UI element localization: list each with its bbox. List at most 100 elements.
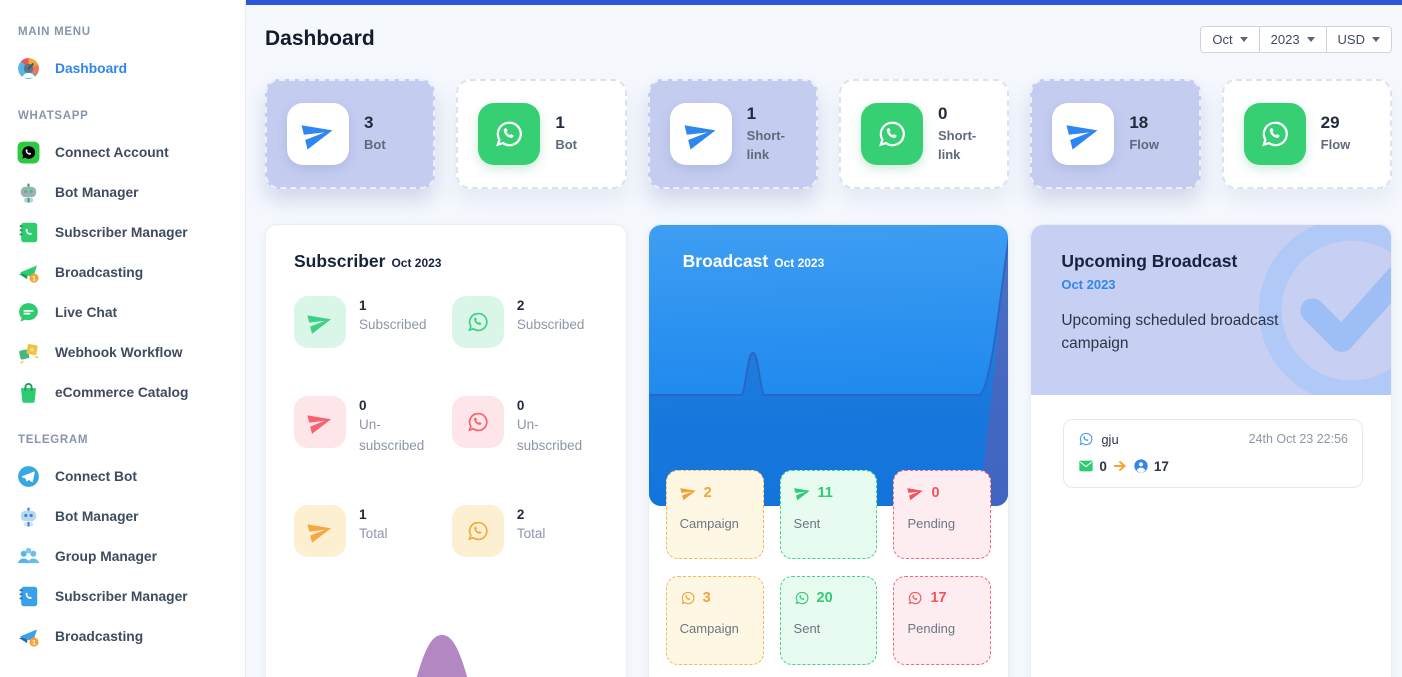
user-circle-icon xyxy=(1133,458,1149,474)
whatsapp-icon xyxy=(451,504,504,557)
subscriber-stat-label: Subscribed xyxy=(516,317,585,332)
stat-label: Flow xyxy=(1320,137,1351,153)
sidebar-item-telegram-connect-bot[interactable]: Connect Bot xyxy=(14,456,245,496)
stat-value: 18 xyxy=(1129,113,1149,133)
sidebar-item-label: Dashboard xyxy=(55,60,128,76)
broadcast-chip-label: Pending xyxy=(907,621,956,636)
telegram-plane-icon xyxy=(294,296,346,348)
sidebar-section-label-telegram: TELEGRAM xyxy=(18,434,89,446)
contacts-blue-icon xyxy=(16,584,41,609)
broadcast-panel-title: Broadcast xyxy=(682,251,769,271)
whatsapp-icon xyxy=(1243,103,1306,165)
stat-card-whatsapp-short-link: 0 Short-link xyxy=(838,79,1010,189)
stat-label: Short-link xyxy=(746,127,785,163)
sidebar-item-whatsapp-webhook-workflow[interactable]: Webhook Workflow xyxy=(14,332,245,372)
sidebar-item-whatsapp-live-chat[interactable]: Live Chat xyxy=(14,292,245,332)
gauge-icon xyxy=(16,56,41,81)
chevron-down-icon xyxy=(1239,36,1248,42)
broadcast-chip-telegram-sent: 11 Sent xyxy=(779,470,878,559)
telegram-plane-icon xyxy=(669,103,732,165)
upcoming-item-sent-count: 0 xyxy=(1099,458,1107,474)
stat-label: Short-link xyxy=(937,127,977,163)
subscriber-stat-telegram-total: 1 Total xyxy=(294,504,440,557)
top-accent-bar xyxy=(246,0,1402,5)
whatsapp-icon xyxy=(680,590,696,606)
sidebar-item-label: Connect Account xyxy=(55,144,169,160)
broadcast-panel-header: Broadcast Oct 2023 xyxy=(648,225,1009,506)
subscriber-stat-label: Subscribed xyxy=(359,317,427,332)
upcoming-item-audience-count: 17 xyxy=(1153,458,1169,474)
check-circle-icon xyxy=(1258,225,1391,395)
sidebar-item-whatsapp-connect-account[interactable]: Connect Account xyxy=(14,132,245,172)
whatsapp-icon xyxy=(478,103,541,165)
stat-cards-row: 3 Bot 1 Bot 1 Short-link 0 Short-link xyxy=(265,79,1392,189)
sidebar-item-label: Subscriber Manager xyxy=(55,224,188,240)
stat-value: 3 xyxy=(364,113,374,133)
puzzle-icon xyxy=(16,340,41,365)
sidebar-item-main-menu-dashboard[interactable]: Dashboard xyxy=(14,48,245,88)
upcoming-panel-period: Oct 2023 xyxy=(1061,277,1116,292)
whatsapp-icon xyxy=(1078,431,1094,447)
broadcast-blue-icon: 1 xyxy=(16,624,41,649)
page-title: Dashboard xyxy=(265,27,375,50)
sidebar-item-whatsapp-subscriber-manager[interactable]: Subscriber Manager xyxy=(14,212,245,252)
broadcast-chip-value: 17 xyxy=(930,590,947,606)
broadcast-chip-whatsapp-pending: 17 Pending xyxy=(893,576,992,665)
subscriber-stat-label: Un-subscribed xyxy=(516,417,583,453)
broadcast-chip-value: 3 xyxy=(702,590,711,606)
stat-card-telegram-short-link: 1 Short-link xyxy=(647,79,818,189)
broadcast-chip-telegram-pending: 0 Pending xyxy=(893,470,992,559)
sidebar-item-whatsapp-bot-manager[interactable]: Bot Manager xyxy=(14,172,245,212)
sidebar-item-label: Bot Manager xyxy=(55,184,139,200)
subscriber-stat-label: Total xyxy=(516,525,546,541)
whatsapp-icon xyxy=(451,296,504,348)
whatsapp-icon xyxy=(907,590,923,606)
currency-filter-label: USD xyxy=(1337,31,1365,47)
broadcast-chip-whatsapp-sent: 20 Sent xyxy=(779,576,878,665)
sidebar-item-whatsapp-broadcasting[interactable]: 1 Broadcasting xyxy=(14,252,245,292)
period-filter-group: Oct 2023 USD xyxy=(1200,25,1392,53)
subscriber-stat-label: Un-subscribed xyxy=(359,417,425,453)
stat-label: Bot xyxy=(364,137,386,153)
broadcast-chip-label: Pending xyxy=(907,516,956,531)
svg-text:1: 1 xyxy=(32,275,36,282)
upcoming-panel-header: Upcoming Broadcast Oct 2023 Upcoming sch… xyxy=(1031,225,1391,395)
telegram-plane-icon xyxy=(793,484,811,501)
subscriber-stat-whatsapp-total: 2 Total xyxy=(451,504,598,557)
robot-blue-icon xyxy=(16,504,41,529)
stat-card-telegram-flow: 18 Flow xyxy=(1030,79,1201,189)
currency-filter-dropdown[interactable]: USD xyxy=(1325,26,1391,52)
group-icon xyxy=(16,544,41,569)
broadcast-chip-label: Sent xyxy=(793,516,821,531)
sidebar-item-telegram-subscriber-manager[interactable]: Subscriber Manager xyxy=(14,576,245,616)
month-filter-dropdown[interactable]: Oct xyxy=(1201,26,1259,52)
telegram-plane-icon xyxy=(294,504,346,557)
subscriber-panel-period: Oct 2023 xyxy=(391,256,442,270)
telegram-plane-icon xyxy=(287,103,349,165)
sidebar-item-telegram-broadcasting[interactable]: 1 Broadcasting xyxy=(14,616,245,656)
year-filter-label: 2023 xyxy=(1270,31,1300,47)
sidebar-item-label: Broadcasting xyxy=(55,264,144,280)
stat-card-telegram-bot: 3 Bot xyxy=(265,79,436,189)
upcoming-broadcast-panel: Upcoming Broadcast Oct 2023 Upcoming sch… xyxy=(1030,224,1392,677)
year-filter-dropdown[interactable]: 2023 xyxy=(1258,26,1326,52)
stat-value: 1 xyxy=(746,103,757,123)
robot-gray-icon xyxy=(16,180,41,205)
stat-label: Bot xyxy=(555,137,577,153)
envelope-icon xyxy=(1078,458,1094,474)
broadcast-chip-label: Campaign xyxy=(679,621,739,636)
subscriber-panel-header: Subscriber Oct 2023 xyxy=(294,251,598,272)
stat-card-whatsapp-bot: 1 Bot xyxy=(456,79,627,189)
sidebar-item-whatsapp-ecommerce-catalog[interactable]: eCommerce Catalog xyxy=(14,372,245,412)
telegram-plane-icon xyxy=(1052,103,1115,165)
subscriber-panel: Subscriber Oct 2023 1 Subscribed 2 Subscr… xyxy=(265,224,627,677)
upcoming-broadcast-item: gju 24th Oct 23 22:56 0 17 xyxy=(1063,419,1363,488)
sidebar-item-telegram-bot-manager[interactable]: Bot Manager xyxy=(14,496,245,536)
telegram-circle-icon xyxy=(16,464,41,489)
telegram-plane-icon xyxy=(907,484,924,501)
arrow-right-icon xyxy=(1112,458,1128,474)
sidebar-item-telegram-group-manager[interactable]: Group Manager xyxy=(14,536,245,576)
subscriber-stat-label: Total xyxy=(359,525,388,541)
chevron-down-icon xyxy=(1372,36,1380,42)
month-filter-label: Oct xyxy=(1212,31,1233,47)
